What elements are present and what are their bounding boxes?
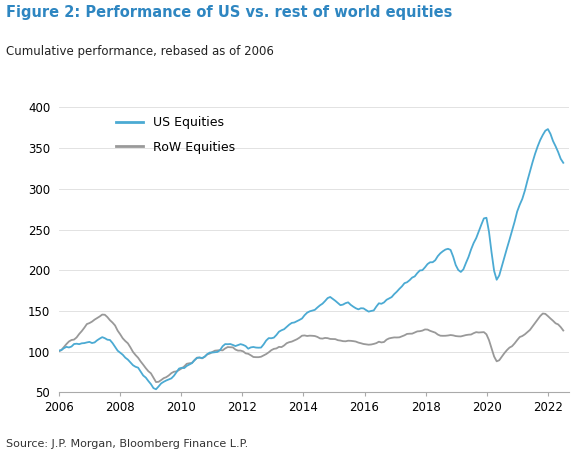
Text: Cumulative performance, rebased as of 2006: Cumulative performance, rebased as of 20… [6,45,274,58]
Text: Figure 2: Performance of US vs. rest of world equities: Figure 2: Performance of US vs. rest of … [6,5,452,19]
Text: Source: J.P. Morgan, Bloomberg Finance L.P.: Source: J.P. Morgan, Bloomberg Finance L… [6,439,248,449]
Legend: US Equities, RoW Equities: US Equities, RoW Equities [111,111,241,159]
